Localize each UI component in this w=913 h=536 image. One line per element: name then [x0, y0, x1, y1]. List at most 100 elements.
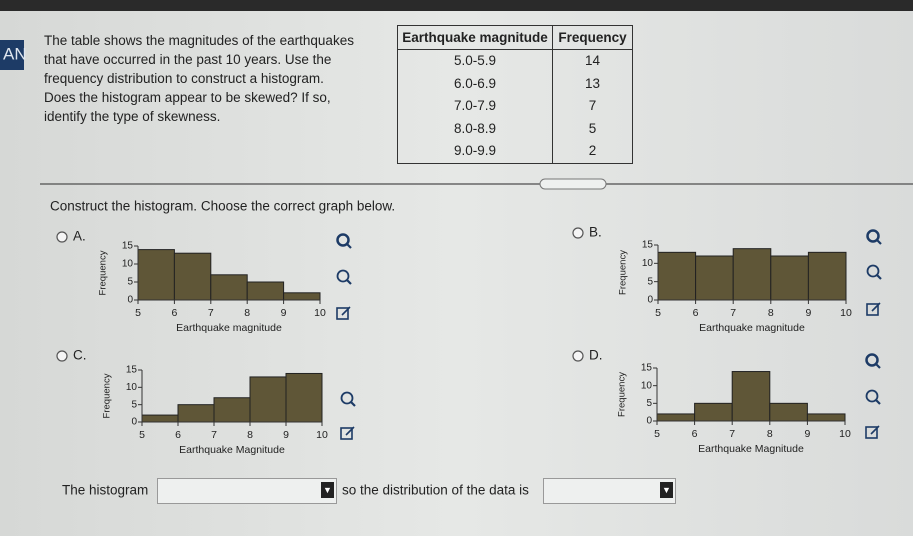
zoom-icon[interactable]: [340, 391, 354, 405]
bar: [657, 251, 697, 301]
dropdown[interactable]: ▼: [157, 478, 337, 504]
x-axis-label: Earthquake magnitude: [699, 322, 805, 334]
bar: [770, 255, 809, 301]
answer-middle: so the distribution of the data is: [342, 483, 529, 498]
radio-button[interactable]: [56, 350, 68, 362]
x-tick-label: 8: [768, 307, 774, 319]
radio-button[interactable]: [572, 350, 584, 362]
question-line: that have occurred in the past 10 years.…: [44, 52, 332, 67]
bar: [210, 274, 248, 301]
open-icon[interactable]: [866, 303, 879, 316]
y-tick-label: 0: [127, 295, 133, 306]
sidebar-label: AN: [3, 44, 27, 63]
x-tick-label: 5: [655, 307, 661, 319]
y-tick-label: 10: [642, 258, 654, 269]
table-header: Frequency: [552, 25, 633, 50]
table-row: 7.0-7.9 7: [396, 95, 633, 118]
radio-button[interactable]: [572, 227, 584, 239]
bar: [806, 413, 846, 422]
question-line: Does the histogram appear to be skewed? …: [44, 90, 331, 105]
question: The table shows the magnitudes of the ea…: [44, 31, 354, 126]
open-icon-arrow: [345, 426, 355, 436]
y-axis-label: Frequency: [617, 372, 628, 417]
x-axis-label: Earthquake magnitude: [176, 322, 282, 334]
bar: [173, 252, 212, 301]
table-row: 5.0-5.9 14: [396, 49, 633, 73]
bar: [249, 376, 287, 423]
y-tick-label: 0: [647, 295, 653, 306]
bar: [694, 402, 733, 422]
zoom-icon-handle: [346, 279, 352, 285]
x-tick-label: 10: [314, 307, 326, 319]
zoom-icon[interactable]: [866, 229, 880, 243]
expand-handle[interactable]: [539, 178, 607, 190]
question-line: identify the type of skewness.: [44, 109, 221, 124]
open-icon-arrow: [341, 306, 351, 316]
table-row: 9.0-9.9 2: [396, 140, 633, 164]
bar: [141, 414, 179, 423]
x-tick-label: 7: [208, 307, 214, 319]
table-cell: 6.0-6.9: [396, 72, 554, 95]
option-label: D.: [589, 348, 603, 363]
x-tick-label: 8: [247, 429, 253, 441]
open-icon-arrow: [870, 425, 880, 435]
option-label: A.: [73, 229, 86, 244]
table-cell: 5: [552, 117, 633, 140]
x-tick-label: 6: [171, 307, 177, 319]
y-tick-label: 5: [131, 399, 137, 410]
open-icon[interactable]: [865, 426, 878, 439]
y-tick-label: 15: [642, 240, 654, 251]
y-tick-label: 10: [641, 380, 653, 391]
radio-button[interactable]: [56, 231, 68, 243]
zoom-icon-handle: [876, 274, 882, 280]
zoom-icon[interactable]: [865, 389, 879, 403]
open-icon[interactable]: [340, 427, 353, 440]
x-tick-label: 9: [804, 428, 810, 440]
table-cell: 8.0-8.9: [396, 117, 554, 140]
option-label: C.: [73, 348, 87, 363]
x-tick-label: 5: [654, 428, 660, 440]
open-icon-arrow: [871, 302, 881, 312]
bar: [137, 249, 175, 301]
x-tick-label: 10: [839, 428, 851, 440]
open-icon[interactable]: [336, 307, 349, 320]
table-cell: 7: [552, 95, 633, 118]
x-axis-label: Earthquake Magnitude: [179, 444, 285, 456]
zoom-icon[interactable]: [336, 233, 350, 247]
bar: [177, 404, 215, 423]
sidebar-tab: [0, 40, 24, 70]
zoom-icon-handle: [346, 243, 352, 249]
y-axis-label: Frequency: [98, 250, 109, 295]
x-axis-label: Earthquake Magnitude: [698, 443, 804, 455]
table-cell: 14: [552, 49, 633, 73]
zoom-icon-handle: [350, 401, 356, 407]
table-cell: 7.0-7.9: [396, 95, 554, 118]
x-tick-label: 9: [283, 429, 289, 441]
x-tick-label: 10: [316, 429, 328, 441]
x-tick-label: 6: [175, 429, 181, 441]
zoom-icon[interactable]: [865, 353, 879, 367]
dropdown[interactable]: ▼: [543, 478, 676, 504]
x-tick-label: 9: [281, 307, 287, 319]
y-tick-label: 15: [122, 241, 134, 252]
zoom-icon-handle: [876, 239, 882, 245]
y-tick-label: 5: [646, 398, 652, 409]
table-row: 8.0-8.9 5: [396, 117, 633, 140]
x-tick-label: 7: [729, 428, 735, 440]
frequency-table: Earthquake magnitude Frequency 5.0-5.9 14 6…: [396, 25, 633, 164]
y-tick-label: 15: [641, 363, 653, 374]
x-tick-label: 5: [139, 429, 145, 441]
bar: [731, 371, 771, 422]
zoom-icon[interactable]: [866, 264, 880, 278]
zoom-icon-handle: [875, 399, 881, 405]
zoom-icon[interactable]: [336, 269, 350, 283]
x-tick-label: 6: [693, 307, 699, 319]
bar: [213, 397, 251, 423]
y-tick-label: 15: [126, 365, 138, 376]
bar: [246, 281, 285, 301]
question-line: frequency distribution to construct a hi…: [44, 71, 324, 86]
table-header: Earthquake magnitude: [396, 25, 554, 50]
y-tick-label: 10: [126, 382, 138, 393]
y-axis-label: Frequency: [618, 250, 629, 295]
table-cell: 13: [552, 72, 633, 95]
